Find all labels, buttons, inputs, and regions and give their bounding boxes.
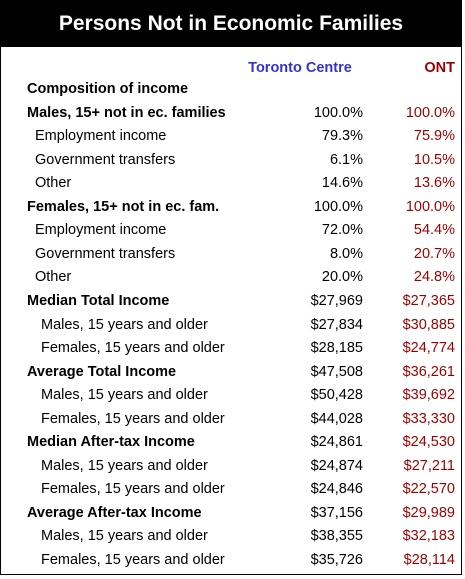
toronto-value: $24,846	[310, 481, 363, 498]
row-label: Males, 15 years and older	[41, 457, 208, 474]
toronto-value: 100.0%	[313, 104, 363, 121]
toronto-value: $47,508	[310, 363, 363, 380]
ont-value: 10.5%	[413, 151, 455, 168]
ont-value: $28,114	[403, 552, 455, 568]
ont-value: $24,774	[402, 340, 455, 357]
row-label: Government transfers	[35, 245, 176, 262]
toronto-value: $38,355	[310, 528, 363, 545]
row-label: Other	[35, 269, 72, 286]
ont-value: $29,989	[402, 504, 455, 521]
ont-value: $24,530	[402, 434, 455, 451]
ont-value: $36,261	[402, 363, 455, 380]
toronto-value: 6.1%	[329, 151, 363, 168]
row-label: Employment income	[35, 128, 167, 145]
title: Persons Not in Economic Families	[1, 1, 461, 47]
ont-value: 100.0%	[405, 104, 455, 121]
toronto-value: $28,185	[310, 340, 363, 357]
ont-value: 24.8%	[413, 269, 455, 286]
row-label: Males, 15 years and older	[41, 528, 208, 545]
ont-value: 100.0%	[405, 198, 455, 215]
row-label: Average After-tax Income	[27, 504, 202, 521]
row-label: Males, 15+ not in ec. families	[27, 104, 226, 121]
row-label: Median After-tax Income	[27, 434, 195, 451]
ont-value: $32,183	[402, 528, 455, 545]
column-header: Toronto Centre	[248, 60, 352, 76]
toronto-value: $50,428	[310, 387, 363, 404]
toronto-value: $27,969	[310, 292, 363, 309]
row-label: Government transfers	[35, 151, 176, 168]
toronto-value: 72.0%	[321, 222, 363, 239]
row-label: Females, 15 years and older	[41, 481, 225, 498]
column-header: ONT	[424, 60, 455, 76]
row-label: Males, 15 years and older	[41, 316, 208, 333]
row-label: Males, 15 years and older	[41, 387, 208, 404]
ont-value: $30,885	[402, 316, 455, 333]
toronto-value: 100.0%	[313, 198, 363, 215]
ont-value: $27,211	[403, 457, 455, 474]
row-label: Females, 15 years and older	[41, 552, 225, 568]
ont-value: 75.9%	[413, 128, 455, 145]
ont-value: $39,692	[402, 387, 455, 404]
toronto-value: 8.0%	[329, 245, 363, 262]
row-label: Employment income	[35, 222, 167, 239]
ont-value: $27,365	[402, 292, 455, 309]
row-label: Composition of income	[27, 81, 189, 97]
toronto-value: 14.6%	[321, 175, 363, 192]
toronto-value: $27,834	[310, 316, 363, 333]
row-label: Females, 15+ not in ec. fam.	[27, 198, 220, 215]
row-label: Median Total Income	[27, 292, 170, 309]
toronto-value: $35,726	[310, 552, 363, 568]
toronto-value: $24,874	[310, 457, 363, 474]
ont-value: 13.6%	[413, 175, 455, 192]
row-label: Females, 15 years and older	[41, 340, 225, 357]
ont-value: $33,330	[402, 410, 455, 427]
row-label: Average Total Income	[27, 363, 177, 380]
toronto-value: $44,028	[310, 410, 363, 427]
toronto-value: $37,156	[310, 504, 363, 521]
ont-value: 54.4%	[413, 222, 455, 239]
row-label: Females, 15 years and older	[41, 410, 225, 427]
row-label: Other	[35, 175, 72, 192]
ont-value: 20.7%	[413, 245, 455, 262]
toronto-value: 79.3%	[321, 128, 363, 145]
ont-value: $22,570	[402, 481, 455, 498]
toronto-value: 20.0%	[321, 269, 363, 286]
toronto-value: $24,861	[310, 434, 363, 451]
